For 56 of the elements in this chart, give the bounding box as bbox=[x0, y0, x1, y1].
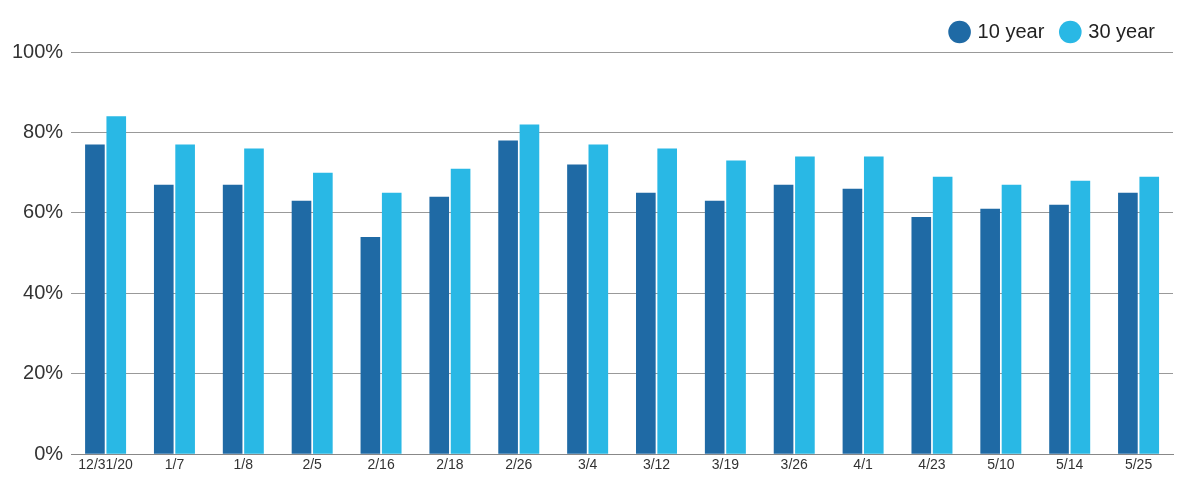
bar bbox=[863, 156, 884, 454]
x-tick-label: 3/19 bbox=[711, 456, 740, 473]
y-tick-label: 60% bbox=[23, 200, 64, 223]
bar bbox=[291, 200, 312, 454]
bar bbox=[153, 184, 174, 454]
bar bbox=[932, 176, 953, 454]
y-tick-label: 80% bbox=[23, 119, 64, 142]
legend-label: 10 year bbox=[977, 19, 1045, 42]
bar bbox=[450, 168, 471, 454]
legend-label: 30 year bbox=[1088, 19, 1156, 42]
bar bbox=[519, 124, 540, 454]
bar bbox=[1001, 184, 1022, 454]
bar bbox=[244, 148, 264, 454]
bar bbox=[911, 216, 932, 454]
x-tick-label: 1/8 bbox=[233, 456, 254, 473]
x-tick-label: 2/18 bbox=[436, 456, 464, 473]
bar bbox=[567, 164, 587, 454]
x-tick-label: 3/12 bbox=[642, 456, 671, 473]
bar bbox=[381, 192, 402, 454]
x-tick-label: 4/1 bbox=[853, 456, 874, 473]
x-tick-label: 5/25 bbox=[1124, 456, 1153, 473]
x-tick-label: 1/7 bbox=[164, 456, 185, 473]
bar bbox=[106, 116, 127, 454]
y-tick-label: 100% bbox=[12, 39, 64, 62]
x-tick-label: 2/26 bbox=[505, 456, 533, 473]
x-tick-label: 2/16 bbox=[367, 456, 395, 473]
bar bbox=[636, 192, 656, 454]
bar bbox=[175, 144, 195, 454]
bar bbox=[1049, 204, 1069, 454]
bar bbox=[498, 140, 518, 454]
y-tick-label: 20% bbox=[23, 361, 64, 384]
bar bbox=[980, 208, 1000, 454]
bar bbox=[704, 200, 725, 454]
bar bbox=[726, 160, 746, 454]
y-tick-label: 40% bbox=[23, 280, 64, 303]
bar bbox=[313, 172, 333, 454]
bar bbox=[588, 144, 609, 454]
bar bbox=[1118, 192, 1138, 454]
bar bbox=[222, 184, 243, 454]
x-tick-label: 12/31/20 bbox=[78, 456, 134, 473]
x-tick-label: 5/10 bbox=[987, 456, 1015, 473]
x-tick-label: 3/26 bbox=[780, 456, 809, 473]
bar bbox=[842, 188, 863, 454]
x-tick-label: 4/23 bbox=[918, 456, 946, 473]
bar bbox=[795, 156, 815, 454]
x-tick-label: 5/14 bbox=[1056, 456, 1084, 473]
bar bbox=[85, 144, 105, 454]
bar bbox=[773, 184, 794, 454]
y-tick-label: 0% bbox=[34, 441, 64, 464]
x-tick-label: 2/5 bbox=[302, 456, 323, 473]
bar bbox=[1070, 180, 1091, 454]
bar bbox=[1139, 176, 1160, 454]
x-tick-label: 3/4 bbox=[577, 456, 598, 473]
bar bbox=[360, 237, 381, 454]
bar bbox=[429, 196, 450, 454]
bar bbox=[657, 148, 677, 454]
